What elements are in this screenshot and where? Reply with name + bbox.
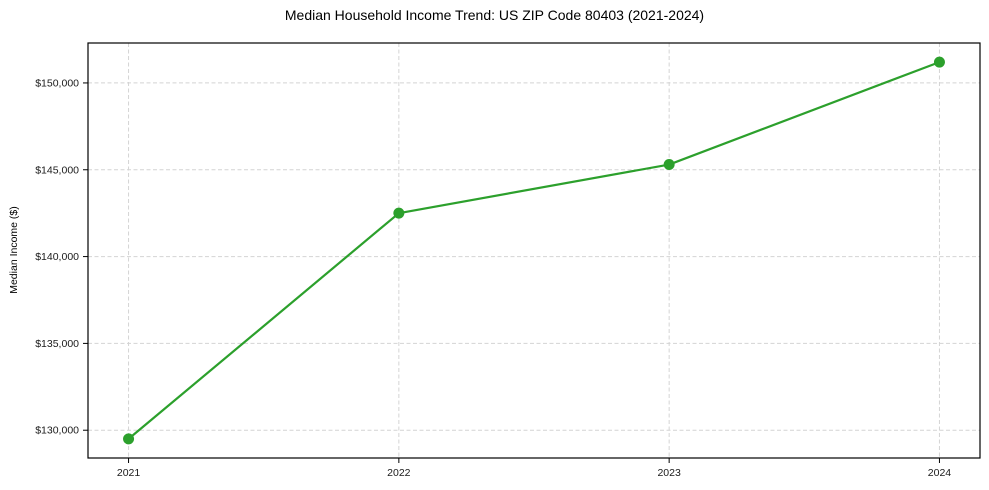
y-tick-label: $150,000: [35, 77, 79, 89]
data-point: [933, 56, 945, 68]
x-tick-label: 2023: [657, 467, 681, 479]
trend-line: [127, 61, 941, 440]
y-tick-label: $130,000: [35, 425, 79, 437]
chart-title: Median Household Income Trend: US ZIP Co…: [284, 7, 705, 23]
data-point: [663, 159, 675, 171]
x-tick-label: 2022: [387, 467, 411, 479]
data-point: [123, 433, 135, 445]
y-tick-label: $140,000: [35, 251, 79, 263]
x-tick-label: 2021: [117, 467, 141, 479]
y-tick-label: $135,000: [35, 338, 79, 350]
y-tick-label: $145,000: [35, 164, 79, 176]
plot-border: [87, 42, 981, 459]
data-point: [393, 207, 405, 219]
x-tick-label: 2024: [928, 467, 952, 479]
